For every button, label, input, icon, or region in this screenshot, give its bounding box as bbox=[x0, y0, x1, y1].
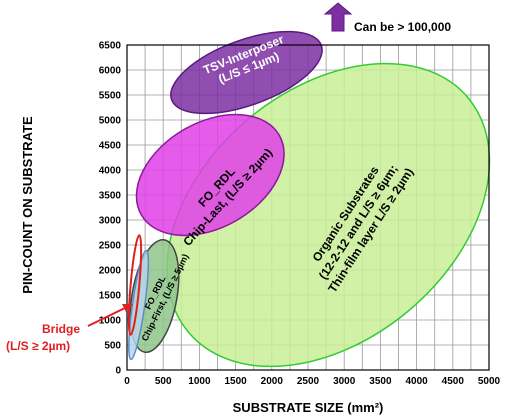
plot-frame bbox=[126, 44, 490, 371]
x-tick-label: 2000 bbox=[261, 376, 284, 387]
x-axis-title: SUBSTRATE SIZE (mm²) bbox=[233, 400, 384, 415]
x-tick-label: 5000 bbox=[478, 376, 501, 387]
regions bbox=[127, 30, 491, 368]
y-tick-label: 6500 bbox=[99, 41, 122, 52]
y-tick-label: 1500 bbox=[99, 291, 122, 302]
y-axis-title: PIN-COUNT ON SUBSTRATE bbox=[20, 116, 35, 294]
bridge-pointer-line bbox=[87, 306, 128, 327]
region-ellipse-2 bbox=[135, 113, 285, 237]
x-tick-label: 3500 bbox=[369, 376, 392, 387]
region-ellipse-5 bbox=[127, 234, 143, 336]
x-tick-label: 0 bbox=[124, 376, 130, 387]
y-tick-label: 2500 bbox=[99, 241, 122, 252]
y-tick-label: 5500 bbox=[99, 91, 122, 102]
y-tick-label: 4000 bbox=[99, 166, 122, 177]
x-tick-label: 4500 bbox=[442, 376, 465, 387]
axes: 0 500 1000 1500 2000 2500 3000 3500 4000 4500 5000… bbox=[99, 41, 501, 388]
x-tick-label: 2500 bbox=[297, 376, 320, 387]
y-tick-label: 3500 bbox=[99, 191, 122, 202]
y-tick-label: 1000 bbox=[99, 316, 122, 327]
y-tick-label: 5000 bbox=[99, 116, 122, 127]
x-tick-label: 3000 bbox=[333, 376, 356, 387]
x-tick-label: 1000 bbox=[188, 376, 211, 387]
y-tick-label: 6000 bbox=[99, 66, 122, 77]
y-tick-label: 500 bbox=[104, 341, 121, 352]
x-tick-label: 1500 bbox=[224, 376, 247, 387]
annotation-can-be: Can be > 100,000 bbox=[354, 20, 451, 34]
y-tick-label: 3000 bbox=[99, 216, 122, 227]
annotation-bridge-line2: (L/S ≥ 2µm) bbox=[6, 339, 70, 353]
y-tick-label: 0 bbox=[115, 366, 121, 377]
up-arrow-icon bbox=[323, 2, 353, 32]
x-tick-label: 4000 bbox=[405, 376, 428, 387]
y-tick-label: 4500 bbox=[99, 141, 122, 152]
annotation-bridge-line1: Bridge bbox=[42, 322, 80, 336]
y-tick-label: 2000 bbox=[99, 266, 122, 277]
bridge-pointer-arrowhead bbox=[122, 304, 133, 312]
x-tick-label: 500 bbox=[155, 376, 172, 387]
